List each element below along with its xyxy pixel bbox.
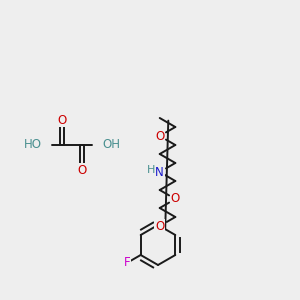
Text: O: O xyxy=(155,130,164,142)
Text: O: O xyxy=(77,164,87,176)
Text: F: F xyxy=(124,256,130,269)
Text: O: O xyxy=(155,220,164,232)
Text: O: O xyxy=(57,113,67,127)
Text: H: H xyxy=(146,165,155,175)
Text: HO: HO xyxy=(24,139,42,152)
Text: N: N xyxy=(155,166,164,178)
Text: O: O xyxy=(171,193,180,206)
Text: OH: OH xyxy=(102,139,120,152)
